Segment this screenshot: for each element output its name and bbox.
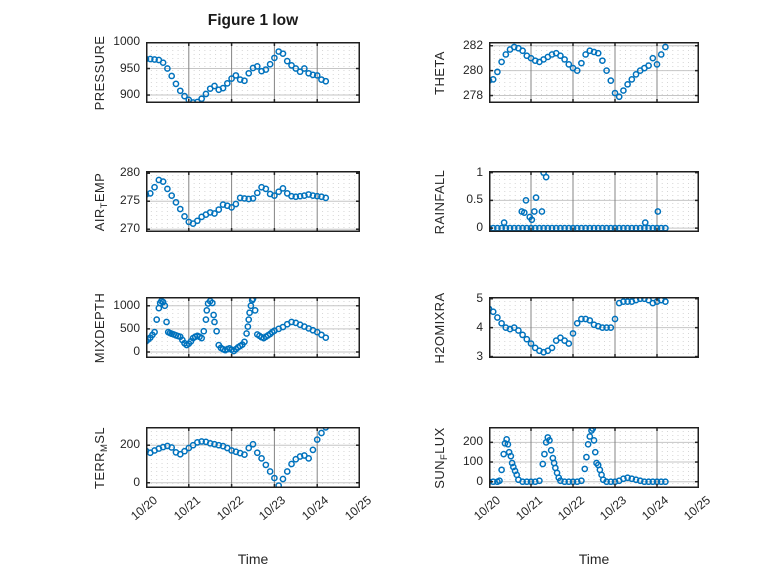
chart-pressure [146, 42, 360, 103]
y-tick-label: 3 [476, 348, 483, 363]
y-tick-label: 275 [119, 193, 140, 208]
y-tick-label: 0 [476, 220, 483, 235]
y-axis-label-theta: THETA [432, 50, 447, 95]
y-tick-label: 280 [119, 165, 140, 180]
y-tick-label: 280 [462, 62, 483, 77]
y-tick-label: 1 [476, 164, 483, 179]
chart-sun_flux [489, 427, 699, 488]
y-tick-label: 0 [476, 473, 483, 488]
y-axis-label-mixdepth: MIXDEPTH [92, 292, 107, 363]
y-tick-label: 270 [119, 221, 140, 236]
y-tick-label: 1000 [113, 34, 140, 48]
y-tick-label: 5 [476, 290, 483, 305]
y-axis-label-pressure: PRESSURE [92, 35, 107, 110]
y-tick-label: 200 [462, 434, 483, 449]
y-tick-label: 500 [119, 320, 140, 335]
y-tick-label: 950 [119, 60, 140, 75]
y-axis-label-air_temp: AIRTEMP [92, 172, 110, 231]
chart-rainfall [489, 171, 699, 232]
x-axis-label-left: Time [237, 551, 269, 567]
y-axis-label-h2omixra: H2OMIXRA [432, 291, 447, 364]
y-tick-label: 282 [462, 37, 483, 52]
y-tick-label: 0 [133, 343, 140, 358]
chart-air_temp [146, 171, 360, 232]
y-axis-label-rainfall: RAINFALL [432, 169, 447, 234]
y-axis-label-sun_flux: SUNFLUX [432, 426, 450, 489]
x-axis-label-right: Time [578, 551, 610, 567]
y-tick-label: 0.5 [466, 192, 483, 207]
y-tick-label: 200 [119, 437, 140, 452]
chart-h2omixra [489, 297, 699, 358]
y-tick-label: 100 [462, 454, 483, 469]
chart-theta [489, 42, 699, 103]
y-tick-label: 0 [133, 474, 140, 489]
y-tick-label: 4 [476, 319, 483, 334]
chart-mixdepth [146, 297, 360, 358]
chart-terr_msl [146, 427, 360, 488]
y-tick-label: 900 [119, 87, 140, 102]
figure-title: Figure 1 low [207, 12, 299, 29]
y-tick-label: 1000 [113, 297, 140, 312]
y-axis-label-terr_msl: TERRMSL [92, 426, 110, 489]
y-tick-label: 278 [462, 87, 483, 102]
